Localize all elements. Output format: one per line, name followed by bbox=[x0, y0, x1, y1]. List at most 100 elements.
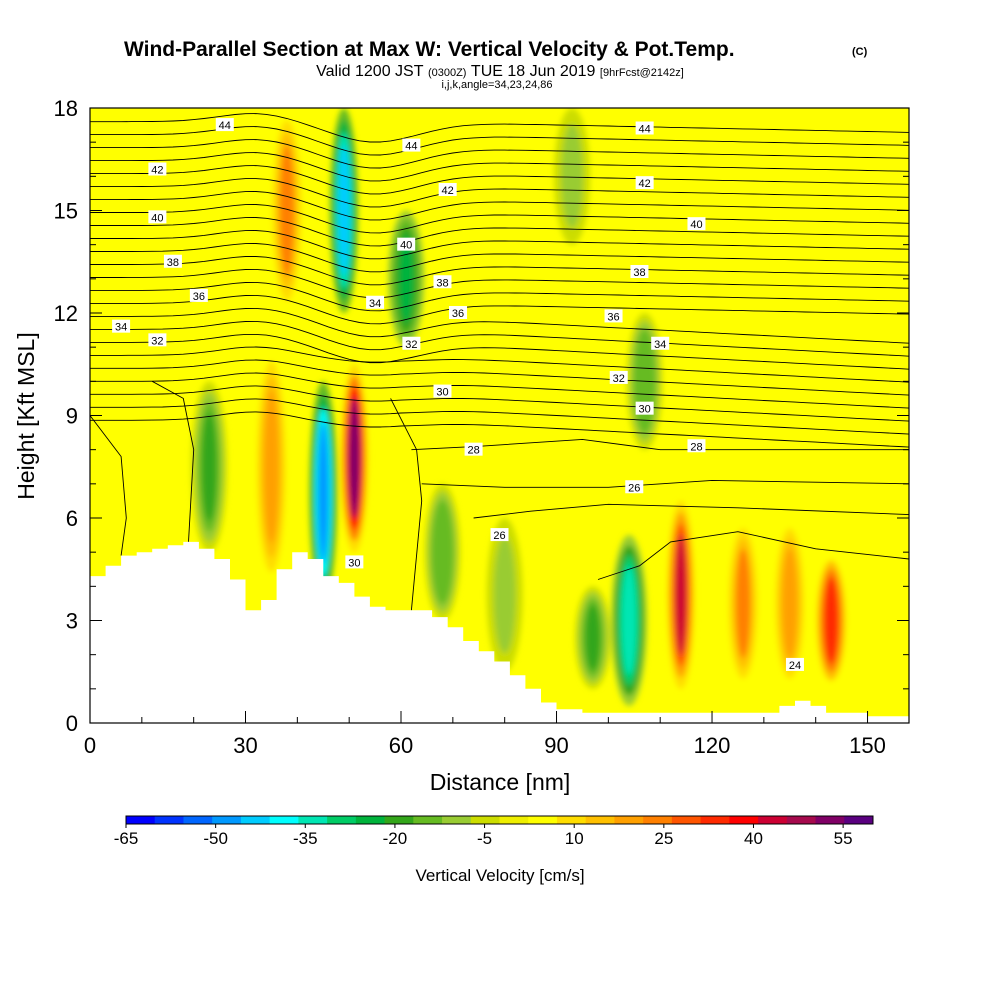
velocity-feature bbox=[253, 347, 290, 587]
contour-label-background bbox=[148, 210, 167, 224]
velocity-band bbox=[782, 548, 797, 659]
contour-label-text: 30 bbox=[639, 404, 651, 416]
plot-area: 44 44 44 42 42 42 40 40 40 38 38 38 36 36 36 34 34 34 32 32… bbox=[90, 108, 909, 723]
colorbar-swatch bbox=[758, 816, 788, 824]
theta-contour bbox=[90, 385, 909, 422]
contour-label-background bbox=[785, 657, 804, 671]
contour-label-background bbox=[438, 183, 457, 196]
contour-label-text: 30 bbox=[348, 557, 360, 569]
subtitle-valid: Valid 1200 JST bbox=[316, 63, 424, 80]
y-tick-label: 9 bbox=[66, 404, 78, 429]
contour-label-text: 40 bbox=[151, 212, 163, 224]
colorbar-swatch bbox=[528, 816, 558, 824]
contour-label-background bbox=[604, 309, 623, 323]
chart-title-group: Wind-Parallel Section at Max W: Vertical… bbox=[124, 38, 868, 91]
velocity-feature bbox=[191, 381, 228, 553]
contour-labels: 44 44 44 42 42 42 40 40 40 38 38 38 36 36 36 34 34 34 32 32… bbox=[112, 118, 804, 672]
colorbar-swatch bbox=[786, 816, 817, 824]
contour-label-text: 30 bbox=[436, 387, 448, 399]
y-tick-label: 3 bbox=[66, 609, 78, 634]
velocity-band bbox=[317, 421, 329, 564]
subtitle-forecast: [9hrFcst@2142z] bbox=[600, 67, 684, 79]
contour-label-text: 36 bbox=[193, 291, 205, 303]
theta-contour bbox=[90, 165, 909, 195]
contour-label: 38 bbox=[630, 265, 649, 279]
contour-label-text: 36 bbox=[452, 308, 464, 320]
theta-contour bbox=[90, 152, 909, 182]
contour-label: 42 bbox=[635, 176, 654, 190]
theta-contour bbox=[473, 503, 909, 519]
contour-label: 32 bbox=[402, 336, 421, 351]
theta-contour bbox=[90, 204, 909, 234]
contour-label-text: 42 bbox=[442, 185, 454, 197]
x-tick-label: 120 bbox=[694, 733, 731, 758]
colorbar-swatch bbox=[729, 816, 759, 824]
colorbar-swatch bbox=[212, 816, 242, 824]
theta-contour bbox=[421, 479, 909, 488]
colorbar bbox=[125, 815, 874, 825]
contour-label-text: 34 bbox=[369, 298, 381, 310]
colorbar-swatch bbox=[126, 816, 156, 824]
theta-contour bbox=[90, 113, 909, 143]
contour-label-text: 40 bbox=[690, 219, 702, 231]
contour-label-background bbox=[366, 295, 385, 309]
colorbar-swatch bbox=[355, 816, 386, 824]
velocity-feature bbox=[424, 483, 461, 621]
contour-label-background bbox=[449, 306, 468, 319]
colorbar-swatch bbox=[298, 816, 328, 824]
colorbar-frame bbox=[125, 815, 874, 825]
contour-label-background bbox=[148, 333, 167, 347]
colorbar-swatch bbox=[442, 816, 472, 824]
chart-subtitle: Valid 1200 JST (0300Z) TUE 18 Jun 2019 [… bbox=[316, 63, 684, 80]
contour-label-text: 28 bbox=[467, 445, 479, 457]
contour-label: 44 bbox=[402, 138, 421, 153]
contour-label: 38 bbox=[163, 254, 182, 269]
theta-contour bbox=[597, 531, 909, 580]
velocity-band bbox=[585, 604, 601, 671]
theta-contour bbox=[90, 256, 909, 286]
colorbar-swatch bbox=[327, 816, 357, 824]
velocity-feature bbox=[574, 586, 611, 689]
colorbar-swatch bbox=[240, 816, 271, 824]
contour-label: 34 bbox=[651, 336, 670, 351]
contour-label-text: 38 bbox=[633, 267, 645, 279]
contour-label-background bbox=[651, 336, 670, 350]
terrain-mask bbox=[90, 541, 909, 723]
colorbar-tick-label: 55 bbox=[834, 829, 853, 848]
y-tick-label: 15 bbox=[54, 199, 78, 224]
y-tick-label: 12 bbox=[54, 301, 78, 326]
velocity-band bbox=[824, 576, 839, 665]
contour-label-text: 38 bbox=[167, 257, 179, 269]
contour-label: 26 bbox=[490, 528, 509, 542]
contour-label: 42 bbox=[148, 162, 167, 177]
subtitle-zulu: (0300Z) bbox=[428, 67, 467, 79]
contour-label-text: 38 bbox=[436, 277, 448, 289]
colorbar-tick-label: -5 bbox=[477, 829, 492, 848]
velocity-feature bbox=[340, 364, 369, 553]
contour-label-background bbox=[189, 288, 208, 302]
velocity-band bbox=[264, 390, 279, 544]
colorbar-title: Vertical Velocity [cm/s] bbox=[415, 866, 584, 885]
contour-label-background bbox=[687, 217, 706, 231]
contour-label: 36 bbox=[449, 306, 468, 320]
x-tick-label: 90 bbox=[544, 733, 568, 758]
velocity-feature bbox=[554, 108, 591, 245]
x-tick-label: 60 bbox=[389, 733, 413, 758]
contour-label: 32 bbox=[609, 370, 628, 385]
contour-label: 24 bbox=[785, 657, 804, 672]
x-tick-label: 30 bbox=[233, 733, 257, 758]
velocity-feature bbox=[309, 381, 338, 604]
colorbar-swatch bbox=[384, 816, 414, 824]
contour-label-background bbox=[635, 121, 654, 135]
contour-label-text: 32 bbox=[151, 335, 163, 347]
contour-label-background bbox=[635, 401, 654, 415]
velocity-band bbox=[348, 398, 360, 519]
theta-contour bbox=[90, 320, 909, 357]
y-tick-label: 6 bbox=[66, 506, 78, 531]
contour-label-text: 42 bbox=[639, 178, 651, 190]
contour-label: 40 bbox=[397, 237, 416, 252]
potential-temperature-contours bbox=[90, 113, 909, 611]
theta-contour bbox=[90, 243, 909, 273]
contour-label: 28 bbox=[464, 442, 483, 457]
